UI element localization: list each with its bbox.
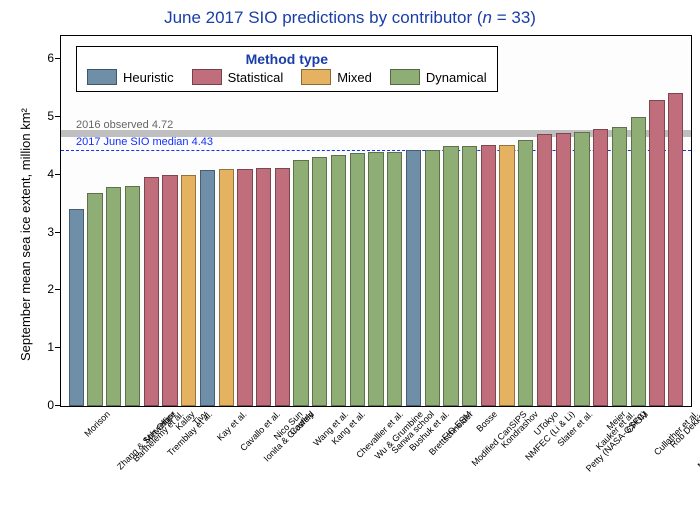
y-tick bbox=[55, 174, 60, 175]
y-tick bbox=[55, 232, 60, 233]
title-suffix: = 33) bbox=[492, 8, 536, 27]
legend: Method type Heuristic Statistical Mixed Dyna… bbox=[76, 46, 498, 92]
x-tick-label: Bosse bbox=[474, 409, 499, 434]
y-tick bbox=[55, 289, 60, 290]
legend-swatch bbox=[301, 69, 331, 85]
bar bbox=[144, 177, 159, 406]
bar bbox=[125, 186, 140, 406]
x-tick-label: Barthelemy et al. bbox=[131, 409, 186, 464]
bar bbox=[425, 150, 440, 406]
x-tick-label: Morison bbox=[83, 409, 113, 439]
legend-item: Dynamical bbox=[390, 69, 487, 85]
plot-area: 2016 observed 4.72 2017 June SIO median 4… bbox=[60, 35, 692, 407]
chart-title: June 2017 SIO predictions by contributor… bbox=[0, 8, 700, 28]
bar bbox=[275, 168, 290, 406]
bar bbox=[368, 152, 383, 406]
y-tick bbox=[55, 116, 60, 117]
bar bbox=[181, 175, 196, 406]
bar bbox=[593, 129, 608, 407]
legend-items: Heuristic Statistical Mixed Dynamical bbox=[87, 69, 487, 85]
y-tick-label: 6 bbox=[34, 51, 54, 65]
legend-label: Dynamical bbox=[426, 70, 487, 85]
y-tick bbox=[55, 347, 60, 348]
bar bbox=[331, 155, 346, 406]
bar bbox=[106, 187, 121, 406]
x-tick-label: Modified CanSIPS bbox=[469, 409, 528, 468]
bar bbox=[87, 193, 102, 406]
legend-title: Method type bbox=[87, 51, 487, 67]
bar bbox=[219, 169, 234, 406]
bar bbox=[649, 100, 664, 406]
bar bbox=[481, 145, 496, 406]
legend-item: Heuristic bbox=[87, 69, 174, 85]
bar bbox=[631, 117, 646, 406]
bar bbox=[162, 175, 177, 406]
y-tick-label: 5 bbox=[34, 109, 54, 123]
bar bbox=[537, 134, 552, 406]
title-n: n bbox=[483, 8, 492, 27]
bar bbox=[462, 146, 477, 406]
reference-label: 2017 June SIO median 4.43 bbox=[76, 136, 213, 148]
bar bbox=[612, 127, 627, 406]
bar bbox=[69, 209, 84, 406]
bar bbox=[293, 160, 308, 406]
x-tick-label: Kay et al. bbox=[215, 409, 249, 443]
legend-swatch bbox=[192, 69, 222, 85]
legend-label: Statistical bbox=[228, 70, 284, 85]
y-axis-label: September mean sea ice extent, million k… bbox=[18, 108, 33, 361]
y-tick bbox=[55, 58, 60, 59]
reference-label: 2016 observed 4.72 bbox=[76, 119, 173, 131]
legend-label: Heuristic bbox=[123, 70, 174, 85]
bar bbox=[406, 150, 421, 406]
chart-container: June 2017 SIO predictions by contributor… bbox=[0, 0, 700, 509]
bar bbox=[499, 145, 514, 406]
bar bbox=[312, 157, 327, 406]
legend-swatch bbox=[390, 69, 420, 85]
bar bbox=[350, 153, 365, 406]
bar bbox=[200, 170, 215, 406]
bar bbox=[256, 168, 271, 406]
title-prefix: June 2017 SIO predictions by contributor… bbox=[164, 8, 482, 27]
legend-item: Mixed bbox=[301, 69, 372, 85]
bar bbox=[556, 133, 571, 406]
y-tick bbox=[55, 405, 60, 406]
bar bbox=[574, 132, 589, 406]
y-tick-label: 3 bbox=[34, 225, 54, 239]
y-tick-label: 0 bbox=[34, 398, 54, 412]
y-tick-label: 1 bbox=[34, 340, 54, 354]
y-tick-label: 4 bbox=[34, 167, 54, 181]
bar bbox=[237, 169, 252, 406]
bar bbox=[668, 93, 683, 406]
bar bbox=[387, 152, 402, 406]
legend-label: Mixed bbox=[337, 70, 372, 85]
y-tick-label: 2 bbox=[34, 282, 54, 296]
legend-item: Statistical bbox=[192, 69, 284, 85]
bar bbox=[518, 140, 533, 406]
legend-swatch bbox=[87, 69, 117, 85]
bar bbox=[443, 146, 458, 406]
